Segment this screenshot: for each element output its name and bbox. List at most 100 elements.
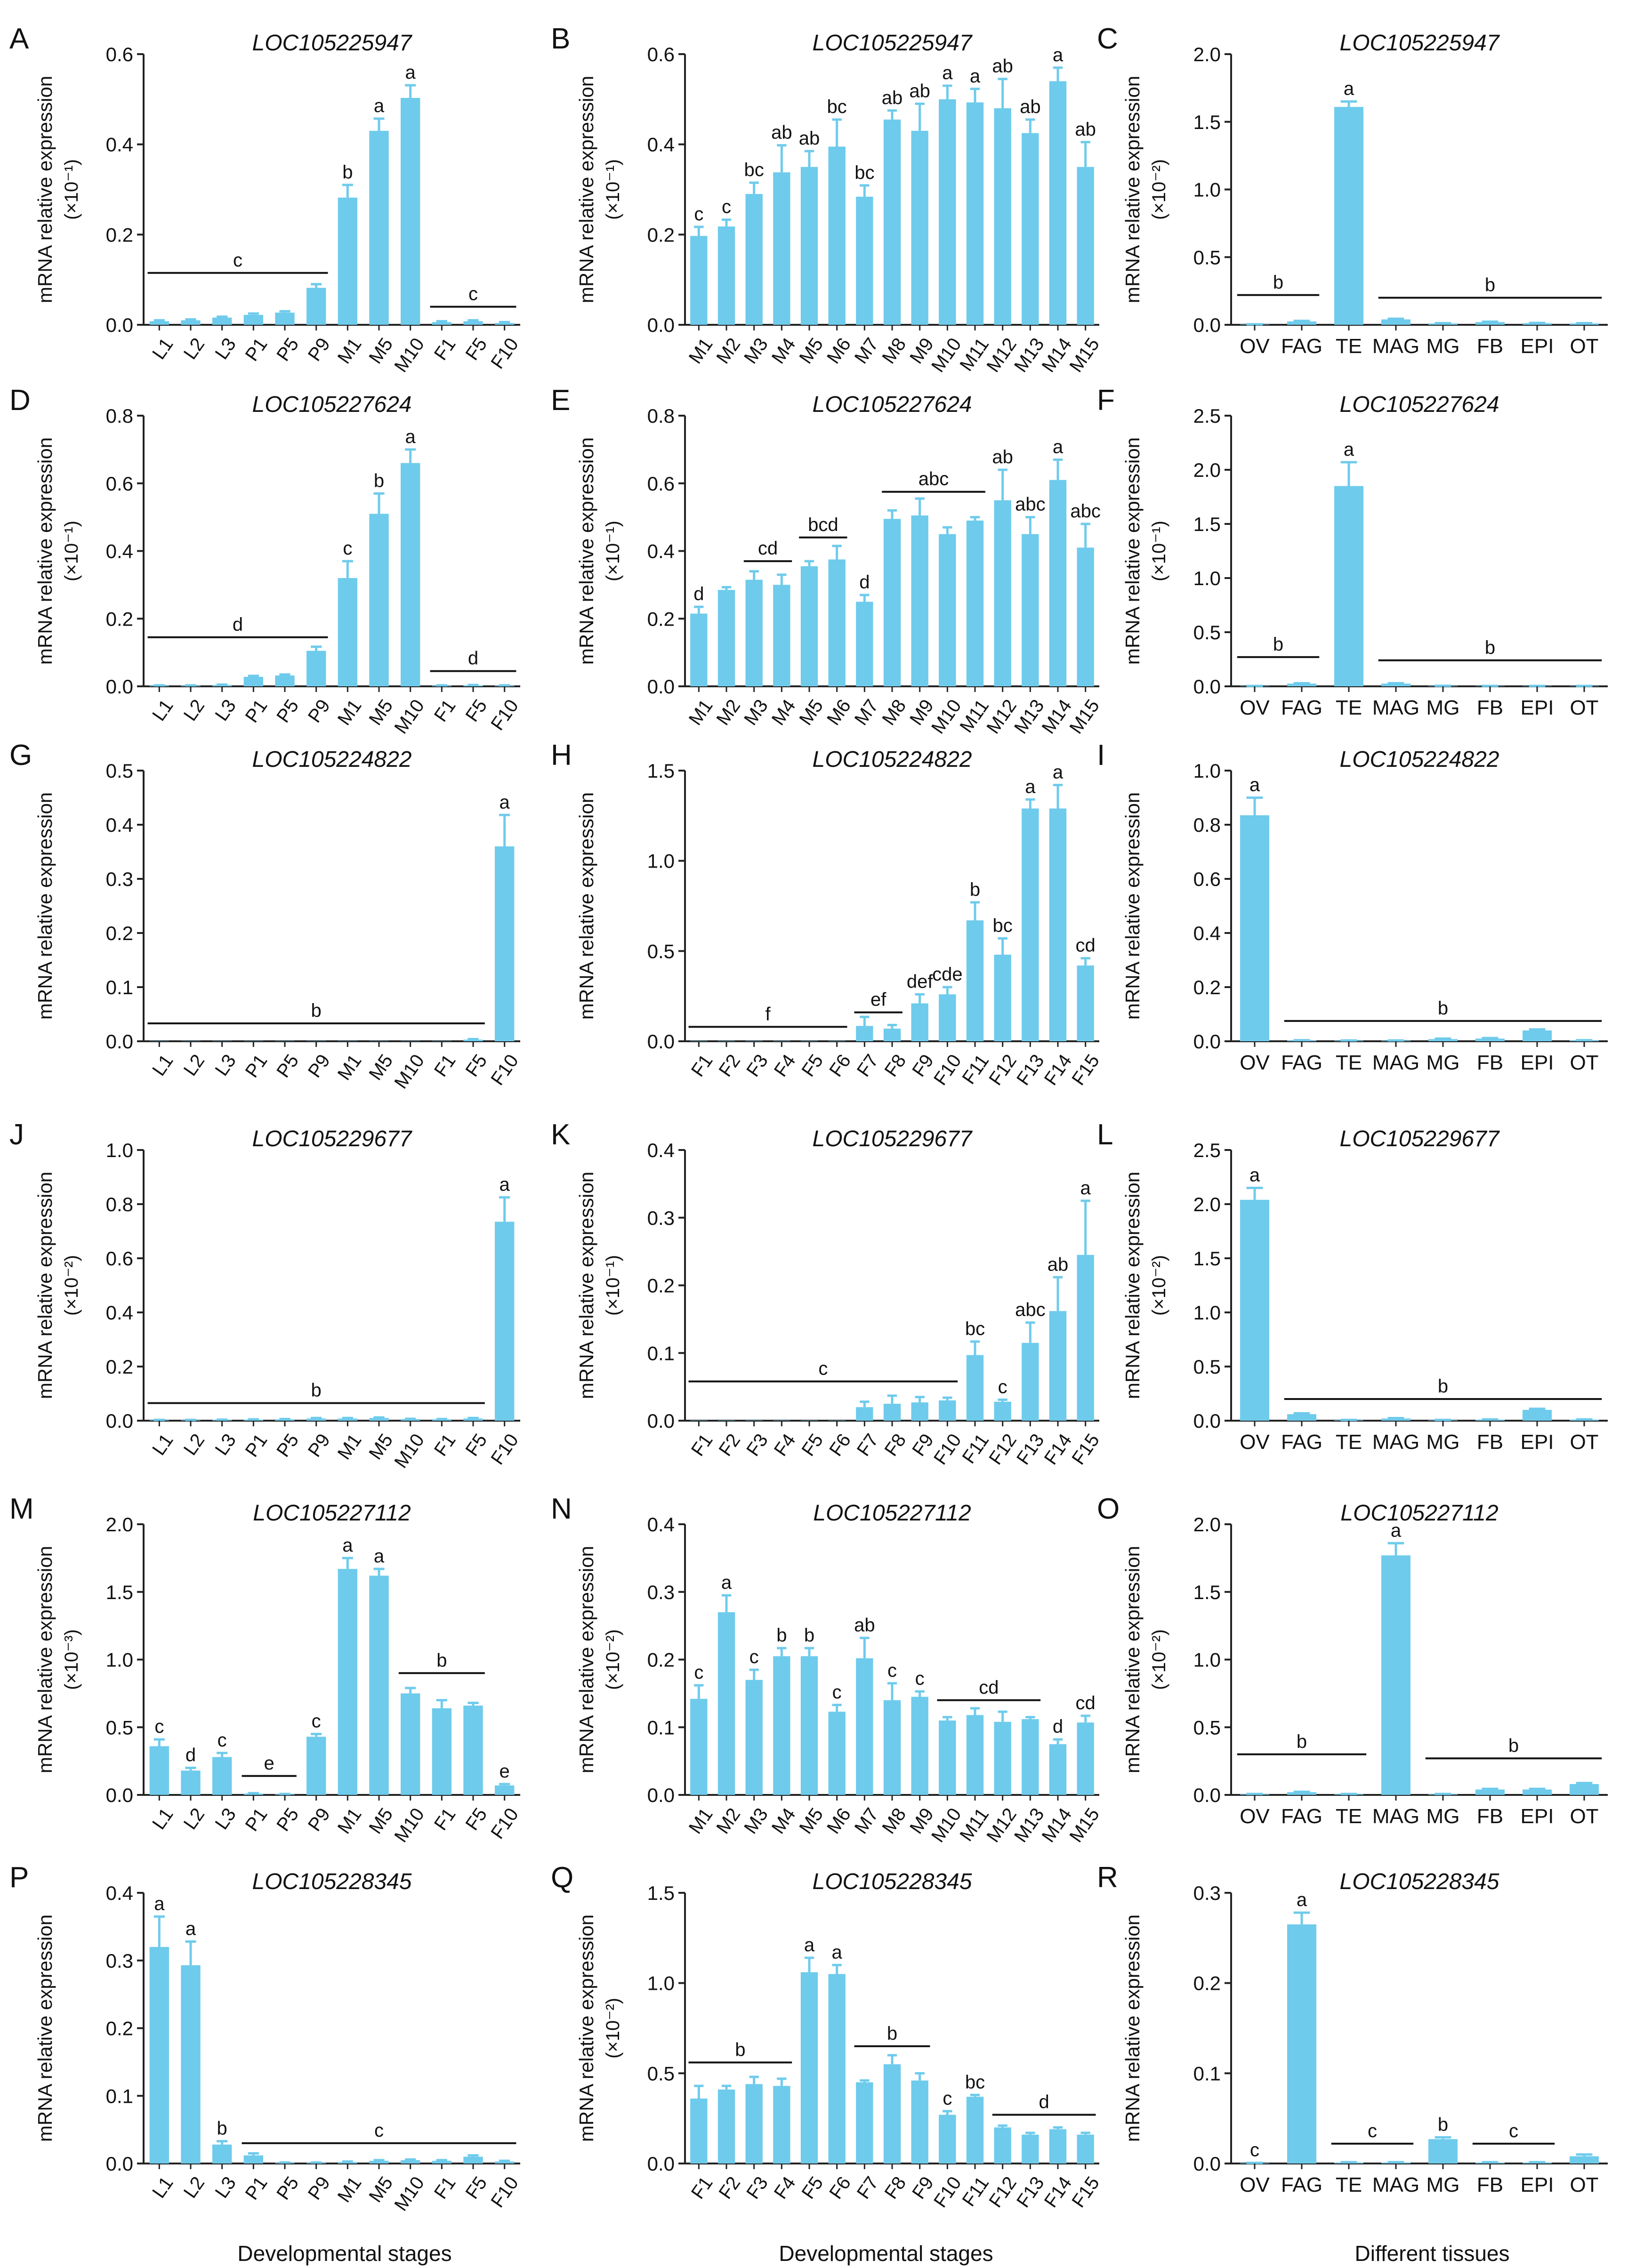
y-tick-label: 0.1	[106, 2085, 133, 2107]
bar-F8	[883, 1029, 901, 1041]
x-tick-label: P9	[304, 334, 334, 365]
x-tick-label: OT	[1570, 1431, 1598, 1454]
bar-F15	[1077, 1255, 1094, 1421]
bar-P9	[306, 288, 326, 325]
bar-F15	[1077, 965, 1094, 1041]
bar-F13	[1022, 1343, 1039, 1421]
y-tick-label: 0.0	[1193, 1784, 1221, 1806]
panel-letter: B	[551, 23, 570, 55]
x-tick-label: OV	[1240, 696, 1270, 719]
y-tick-label: 0.0	[647, 314, 675, 336]
x-tick-label: MG	[1426, 1051, 1460, 1074]
y-axis-unit: (×10⁻²)	[1149, 1629, 1169, 1690]
x-tick-label: F5	[461, 334, 491, 364]
y-axis-label: mRNA relative expression	[575, 792, 597, 1020]
bar-M1	[338, 1568, 357, 1795]
bar-MAG	[1381, 319, 1410, 325]
y-tick-label: 0.2	[106, 608, 133, 630]
x-tick-label: M1	[334, 334, 366, 368]
panel-letter: R	[1097, 1861, 1118, 1894]
significance-label: b	[1438, 2114, 1448, 2135]
group-label: cd	[758, 538, 778, 559]
significance-label: bc	[965, 2072, 985, 2092]
panel-letter: J	[9, 1118, 24, 1151]
bar-F3	[745, 2084, 763, 2163]
y-tick-label: 0.6	[1193, 868, 1221, 890]
significance-label: d	[859, 572, 870, 593]
bar-F14	[1049, 2129, 1067, 2163]
bar-MAG	[1381, 1418, 1410, 1421]
y-tick-label: 2.5	[1193, 405, 1221, 427]
x-tick-label: F10	[487, 1051, 523, 1089]
chart-title: LOC105229677	[252, 1126, 413, 1151]
x-tick-label: L2	[180, 1804, 209, 1834]
x-tick-label: F11	[958, 2173, 993, 2210]
group-label: b	[1485, 275, 1495, 296]
bar-F8	[883, 1404, 901, 1421]
x-tick-label: FAG	[1281, 1805, 1322, 1828]
x-tick-label: MAG	[1372, 1051, 1419, 1074]
significance-label: a	[405, 62, 416, 83]
significance-label: a	[185, 1919, 196, 1939]
chart-title: LOC105227624	[813, 392, 972, 417]
bar-M1	[338, 578, 357, 686]
x-tick-label: L3	[211, 1430, 240, 1459]
y-tick-label: 1.0	[106, 1649, 133, 1671]
x-tick-label: M4	[768, 1804, 800, 1838]
x-tick-label: M1	[334, 1051, 366, 1084]
chart-title: LOC105227624	[1340, 392, 1499, 417]
x-tick-label: FAG	[1281, 2173, 1322, 2196]
x-tick-label: L1	[148, 1051, 177, 1080]
x-tick-label: F10	[930, 2173, 966, 2212]
x-tick-label: L3	[211, 1051, 240, 1080]
significance-label: c	[998, 1376, 1007, 1397]
bar-M10	[401, 463, 420, 686]
x-tick-label: F7	[853, 2173, 883, 2203]
bar-M12	[994, 108, 1011, 325]
x-tick-label: F4	[770, 1051, 800, 1080]
chart-panel-I: I LOC105224822 mRNA relative expression 0.0…	[1097, 739, 1608, 1074]
significance-label: ab	[882, 88, 903, 108]
y-axis-label: mRNA relative expression	[1121, 1914, 1144, 2142]
x-tick-label: OT	[1570, 1805, 1598, 1828]
significance-label: c	[694, 1662, 703, 1683]
y-tick-label: 0.4	[106, 1882, 133, 1904]
y-tick-label: 0.0	[647, 1784, 675, 1806]
y-tick-label: 2.0	[1193, 43, 1221, 65]
significance-label: c	[749, 1647, 759, 1667]
significance-label: c	[832, 1682, 842, 1703]
y-tick-label: 0.0	[647, 1410, 675, 1432]
x-tick-label: F3	[742, 1051, 772, 1080]
x-tick-label: F2	[715, 1430, 744, 1460]
bar-FB	[1475, 1038, 1505, 1041]
significance-label: c	[722, 197, 731, 217]
significance-label: a	[1080, 1178, 1091, 1198]
bar-F12	[994, 955, 1011, 1041]
y-axis-label: mRNA relative expression	[575, 1546, 597, 1773]
bar-L1	[149, 321, 169, 325]
significance-label: ab	[992, 447, 1013, 467]
significance-label: cd	[1076, 1693, 1096, 1713]
bar-F10	[939, 994, 956, 1041]
group-label: b	[1273, 272, 1283, 293]
y-axis-label: mRNA relative expression	[575, 1172, 597, 1399]
chart-panel-E: E LOC105227624 mRNA relative expression (×1…	[551, 384, 1104, 738]
bar-F7	[856, 1407, 873, 1421]
y-tick-label: 0.8	[106, 1193, 133, 1215]
x-tick-label: F10	[930, 1051, 966, 1089]
x-tick-label: MG	[1426, 1431, 1460, 1454]
bar-F13	[1022, 2134, 1039, 2163]
x-tick-label: M1	[334, 696, 366, 729]
bar-FAG	[1287, 684, 1316, 686]
bar-EPI	[1523, 1030, 1552, 1041]
x-tick-label: F3	[742, 1430, 772, 1460]
chart-panel-F: F LOC105227624 mRNA relative expression (×1…	[1097, 384, 1608, 719]
panel-letter: N	[551, 1493, 572, 1525]
bar-F8	[883, 2064, 901, 2163]
significance-label: ab	[1048, 1254, 1069, 1275]
group-label: b	[1297, 1731, 1307, 1752]
y-tick-label: 0.2	[106, 224, 133, 246]
bar-F5	[463, 1039, 483, 1041]
x-tick-label: F5	[798, 2173, 827, 2203]
bar-F5	[800, 1972, 818, 2163]
